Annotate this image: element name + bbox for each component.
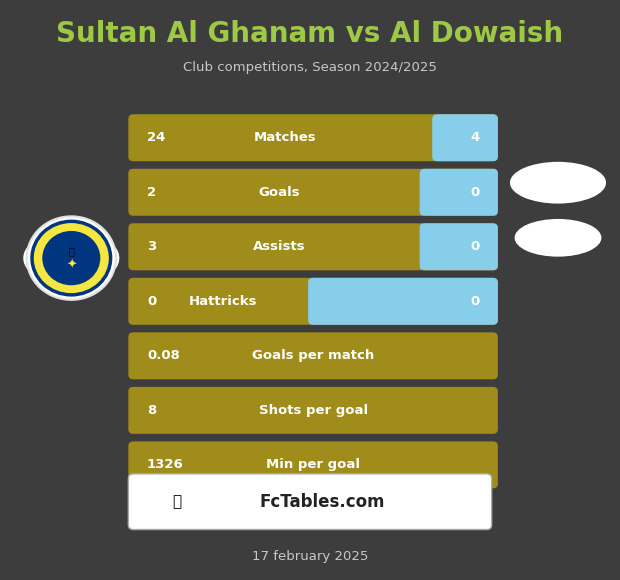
Circle shape (32, 222, 110, 295)
FancyBboxPatch shape (128, 332, 498, 379)
Text: 3: 3 (147, 240, 156, 253)
Text: 4: 4 (470, 131, 479, 144)
FancyBboxPatch shape (128, 474, 492, 530)
FancyBboxPatch shape (420, 223, 498, 270)
Text: FcTables.com: FcTables.com (260, 492, 385, 511)
Text: Hattricks: Hattricks (189, 295, 257, 308)
Text: 1326: 1326 (147, 458, 184, 472)
FancyBboxPatch shape (128, 278, 498, 325)
Text: Goals per match: Goals per match (252, 349, 374, 362)
FancyBboxPatch shape (128, 114, 498, 161)
Text: 8: 8 (147, 404, 156, 417)
FancyBboxPatch shape (308, 278, 498, 325)
FancyBboxPatch shape (432, 114, 498, 161)
Ellipse shape (515, 219, 601, 257)
Text: Sultan Al Ghanam vs Al Dowaish: Sultan Al Ghanam vs Al Dowaish (56, 20, 564, 48)
Circle shape (27, 216, 116, 300)
Text: Club competitions, Season 2024/2025: Club competitions, Season 2024/2025 (183, 61, 437, 74)
FancyBboxPatch shape (128, 441, 498, 488)
Circle shape (42, 231, 100, 285)
Text: 📊: 📊 (172, 494, 181, 509)
Ellipse shape (510, 162, 606, 204)
Text: Assists: Assists (252, 240, 305, 253)
Text: Min per goal: Min per goal (266, 458, 360, 472)
Text: 2: 2 (147, 186, 156, 199)
FancyBboxPatch shape (128, 387, 498, 434)
Text: 0: 0 (470, 295, 479, 308)
Text: 0: 0 (147, 295, 156, 308)
Text: 👑: 👑 (68, 246, 74, 256)
Text: 17 february 2025: 17 february 2025 (252, 550, 368, 563)
Text: Shots per goal: Shots per goal (259, 404, 368, 417)
Text: 24: 24 (147, 131, 166, 144)
FancyBboxPatch shape (128, 169, 498, 216)
FancyBboxPatch shape (420, 169, 498, 216)
Text: Goals: Goals (258, 186, 299, 199)
Text: Matches: Matches (254, 131, 317, 144)
Text: 0: 0 (470, 186, 479, 199)
Ellipse shape (24, 230, 120, 285)
Text: ✦: ✦ (66, 259, 76, 271)
FancyBboxPatch shape (128, 223, 498, 270)
Text: 0: 0 (470, 240, 479, 253)
Text: 0.08: 0.08 (147, 349, 180, 362)
